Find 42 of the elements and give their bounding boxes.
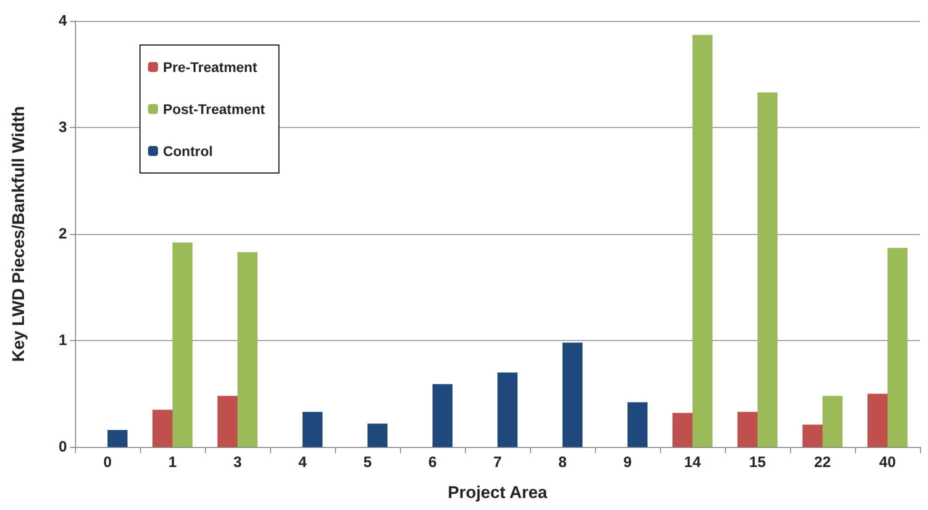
x-tick-label: 7 (493, 454, 502, 471)
bar (888, 248, 908, 447)
y-tick-label: 4 (58, 12, 68, 30)
x-tick-label: 0 (103, 454, 112, 471)
x-tick-label: 9 (623, 454, 632, 471)
y-tick-label: 2 (58, 226, 67, 242)
x-tick-label: 8 (558, 454, 567, 471)
bar (368, 424, 388, 447)
x-tick-label: 3 (233, 454, 242, 471)
bar (628, 402, 648, 447)
bar (562, 342, 582, 447)
x-tick-label: 14 (684, 454, 702, 471)
legend-label: Pre-Treatment (163, 59, 258, 75)
x-tick-label: 6 (428, 454, 437, 471)
x-tick-label: 1 (168, 454, 177, 471)
bar (822, 396, 842, 447)
legend-label: Post-Treatment (163, 101, 266, 117)
bar (238, 252, 258, 447)
bar (172, 242, 192, 447)
x-tick-label: 4 (298, 454, 308, 471)
bar (432, 384, 452, 447)
x-tick-label: 22 (814, 454, 831, 471)
bar (758, 92, 778, 447)
bar (802, 424, 822, 447)
bar (302, 412, 322, 447)
x-axis-title: Project Area (448, 483, 548, 502)
bar (108, 430, 128, 447)
bar (738, 412, 758, 447)
x-tick-label: 40 (879, 454, 896, 471)
bar (868, 394, 888, 447)
y-axis-title: Key LWD Pieces/Bankfull Width (9, 106, 28, 362)
x-tick-label: 5 (363, 454, 372, 471)
y-tick-label: 1 (58, 332, 67, 349)
y-tick-label: 0 (58, 438, 67, 456)
bar (152, 410, 172, 447)
x-tick-label: 15 (749, 454, 766, 471)
legend-label: Control (163, 143, 213, 159)
y-tick-label: 3 (58, 119, 67, 136)
bar (218, 396, 238, 447)
bar (498, 372, 518, 447)
bar (672, 412, 692, 447)
bar (692, 34, 712, 447)
